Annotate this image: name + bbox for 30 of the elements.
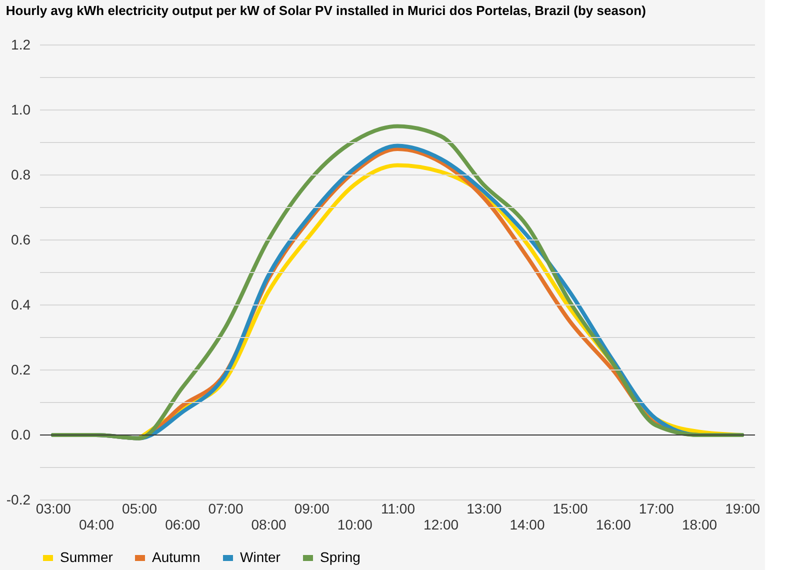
x-tick-label: 12:00 (424, 516, 459, 532)
y-tick-label: 1.0 (11, 102, 31, 118)
legend-label: Spring (320, 549, 360, 565)
x-tick-label: 16:00 (596, 516, 632, 532)
legend-label: Autumn (152, 549, 200, 565)
y-tick-label: 0.0 (11, 426, 31, 442)
x-tick-label: 10:00 (337, 516, 373, 532)
x-tick-label: 17:00 (638, 500, 674, 516)
x-tick-label: 07:00 (208, 500, 244, 516)
x-tick-label: 04:00 (78, 516, 114, 532)
x-tick-label: 08:00 (251, 516, 287, 532)
x-tick-label: 05:00 (122, 500, 158, 516)
y-tick-label: 0.2 (11, 362, 31, 378)
y-tick-label: -0.2 (6, 492, 31, 508)
x-tick-label: 14:00 (510, 516, 545, 532)
x-tick-label: 18:00 (682, 516, 718, 532)
x-tick-label: 11:00 (381, 500, 416, 516)
legend-label: Summer (60, 549, 114, 565)
x-tick-label: 09:00 (294, 500, 330, 516)
chart-title: Hourly avg kWh electricity output per kW of Solar PV installed in Murici dos Portelas, Brazil (by season) (6, 3, 646, 18)
x-tick-label: 13:00 (466, 500, 502, 516)
legend-label: Winter (240, 549, 281, 565)
x-tick-label: 06:00 (165, 516, 200, 532)
y-tick-label: 1.2 (11, 36, 31, 52)
y-tick-label: 0.4 (11, 296, 31, 312)
y-tick-label: 0.6 (11, 232, 31, 248)
y-tick-label: 0.8 (11, 166, 31, 182)
x-tick-label: 03:00 (36, 500, 72, 516)
x-tick-label: 19:00 (725, 500, 760, 516)
x-tick-label: 15:00 (552, 500, 588, 516)
